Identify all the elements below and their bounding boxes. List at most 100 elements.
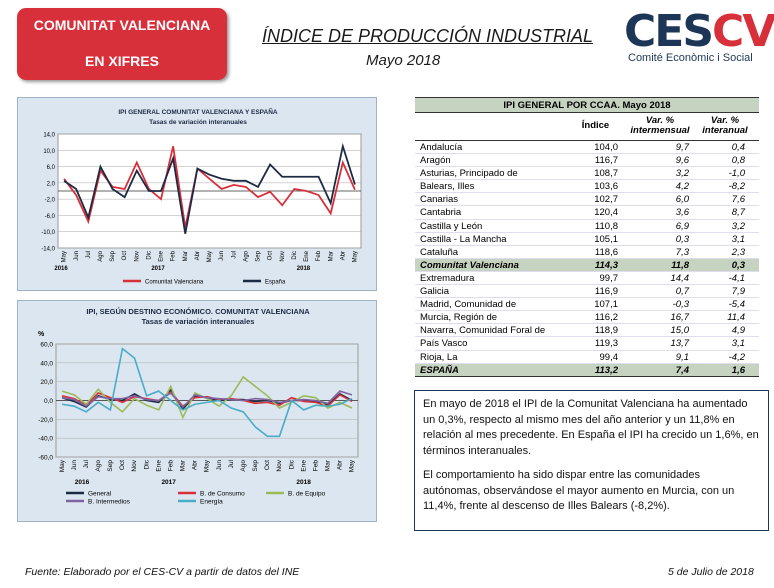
row-value: 116,7: [594, 155, 618, 167]
x-tick-label: Sep: [110, 250, 116, 261]
x-tick-label: Oct: [268, 251, 274, 261]
y-tick-label: -60,0: [38, 455, 53, 462]
row-value: 4,2: [675, 181, 689, 193]
table-row: Cantabria 120,4 3,6 8,7: [415, 206, 759, 220]
table-row: Murcia, Región de 116,2 16,7 11,4: [415, 311, 759, 325]
table-row: Andalucía 104,0 9,7 0,4: [415, 141, 759, 155]
row-value: 113,2: [594, 364, 618, 376]
x-tick-label: Sep: [256, 250, 262, 261]
row-region: ESPAÑA: [420, 364, 459, 376]
row-value: 118,6: [594, 246, 618, 258]
row-region: Castilla y León: [420, 220, 483, 232]
y-tick-label: 10,0: [43, 149, 55, 155]
row-value: 9,7: [675, 142, 689, 153]
x-tick-label: Dic: [143, 459, 150, 469]
row-region: Balears, Illes: [420, 181, 475, 193]
page-subtitle: Mayo 2018: [366, 52, 441, 69]
x-tick-label: Abr: [337, 459, 344, 470]
row-region: Cataluña: [420, 246, 459, 258]
row-value: 7,3: [675, 246, 689, 258]
row-value: 15,0: [670, 325, 690, 337]
logo: CESCV Comité Econòmic i Social: [602, 6, 774, 66]
table-row: Asturias, Principado de 108,7 3,2 -1,0: [415, 167, 759, 181]
x-tick-label: Oct: [119, 460, 126, 470]
row-value: 9,1: [675, 351, 689, 363]
x-tick-label: Jun: [219, 251, 225, 261]
x-tick-label: Nov: [134, 251, 140, 262]
table-row: Balears, Illes 103,6 4,2 -8,2: [415, 180, 759, 194]
x-tick-label: Mar: [325, 459, 332, 471]
row-value: -4,1: [728, 272, 745, 284]
chart-title: IPI, SEGÚN DESTINO ECONÓMICO. COMUNITAT …: [86, 307, 310, 316]
table-row: Aragón 116,7 9,6 0,8: [415, 154, 759, 168]
col-indice: Índice: [581, 120, 610, 131]
x-tick-label: Sep: [252, 460, 259, 472]
chart-title: IPI GENERAL COMUNITAT VALENCIANA Y ESPAÑ…: [118, 107, 278, 116]
x-tick-label: Oct: [122, 251, 128, 261]
row-region: Cantabria: [420, 207, 462, 219]
row-value: -5,4: [728, 299, 745, 311]
y-axis-label: %: [38, 331, 45, 338]
row-value: 7,9: [731, 286, 745, 298]
series-line-energ-a: [61, 347, 353, 438]
row-region: Galicia: [420, 286, 450, 298]
row-region: Rioja, La: [420, 351, 458, 363]
y-tick-label: -6,0: [45, 214, 56, 220]
row-value: 0,8: [731, 155, 745, 167]
x-tick-label: Nov: [131, 459, 138, 471]
row-value: 13,7: [670, 338, 690, 350]
table-row: Rioja, La 99,4 9,1 -4,2: [415, 351, 759, 364]
row-value: 7,4: [675, 364, 689, 376]
row-value: 16,7: [670, 312, 690, 324]
table-row: País Vasco 119,3 13,7 3,1: [415, 337, 759, 351]
table-body: Andalucía 104,0 9,7 0,4 Aragón 116,7 9,6 0,8 Ast…: [415, 141, 759, 377]
legend-label: B. de Equipo: [288, 491, 326, 498]
y-tick-label: -14,0: [41, 247, 55, 253]
x-tick-label: Mar: [328, 251, 334, 261]
x-tick-label: Jul: [83, 459, 90, 468]
row-region: Castilla - La Mancha: [420, 233, 507, 245]
row-value: 6,0: [675, 194, 689, 206]
x-tick-label: Jun: [216, 460, 223, 471]
x-tick-label: Jun: [71, 460, 78, 471]
row-region: Aragón: [420, 155, 451, 167]
x-tick-label: Ago: [243, 250, 249, 261]
footer-source: Fuente: Elaborado por el CES-CV a partir…: [25, 566, 300, 578]
col-intermensual: Var. % intermensual: [630, 115, 690, 136]
table-row: Madrid, Comunidad de 107,1 -0,3 -5,4: [415, 298, 759, 312]
row-region: Asturias, Principado de: [420, 168, 518, 180]
x-tick-label: Feb: [171, 250, 177, 261]
chart-ipi-destino-svg: IPI, SEGÚN DESTINO ECONÓMICO. COMUNITAT …: [38, 307, 359, 506]
table-row: Cataluña 118,6 7,3 2,3: [415, 246, 759, 259]
row-region: País Vasco: [420, 338, 468, 350]
x-tick-label: Feb: [312, 460, 319, 472]
row-value: 110,8: [594, 220, 618, 232]
series-line-espa-a: [63, 142, 356, 234]
x-tick-label: Jun: [74, 251, 80, 261]
legend-label: B. de Consumo: [200, 491, 245, 498]
x-tick-label: Nov: [276, 459, 283, 471]
x-tick-label: Ene: [304, 250, 310, 261]
row-value: 8,7: [731, 207, 745, 219]
logo-mark: CESCV: [624, 6, 774, 57]
logo-subtitle: Comité Econòmic i Social: [628, 52, 753, 64]
row-value: -4,2: [728, 351, 745, 363]
x-tick-label: Dic: [146, 251, 152, 260]
chart-ipi-general-svg: IPI GENERAL COMUNITAT VALENCIANA Y ESPAÑ…: [41, 107, 362, 286]
row-value: 0,7: [675, 286, 689, 298]
row-value: 120,4: [594, 207, 618, 219]
row-value: -0,3: [672, 299, 689, 311]
row-value: 99,7: [599, 272, 619, 284]
row-value: 2,3: [731, 246, 745, 258]
year-label: 2017: [161, 479, 176, 486]
badge-line-1: COMUNITAT VALENCIANA: [33, 17, 211, 33]
row-value: 9,6: [675, 155, 689, 167]
row-value: 108,7: [594, 168, 618, 180]
y-tick-label: 6,0: [47, 165, 56, 171]
table-row: Extremadura 99,7 14,4 -4,1: [415, 272, 759, 286]
x-tick-label: Feb: [316, 250, 322, 261]
y-tick-label: 14,0: [43, 133, 55, 139]
legend-label: Comunitat Valenciana: [145, 280, 204, 286]
x-tick-label: Oct: [264, 460, 271, 470]
series-line-comunitat-valenciana: [63, 146, 356, 228]
